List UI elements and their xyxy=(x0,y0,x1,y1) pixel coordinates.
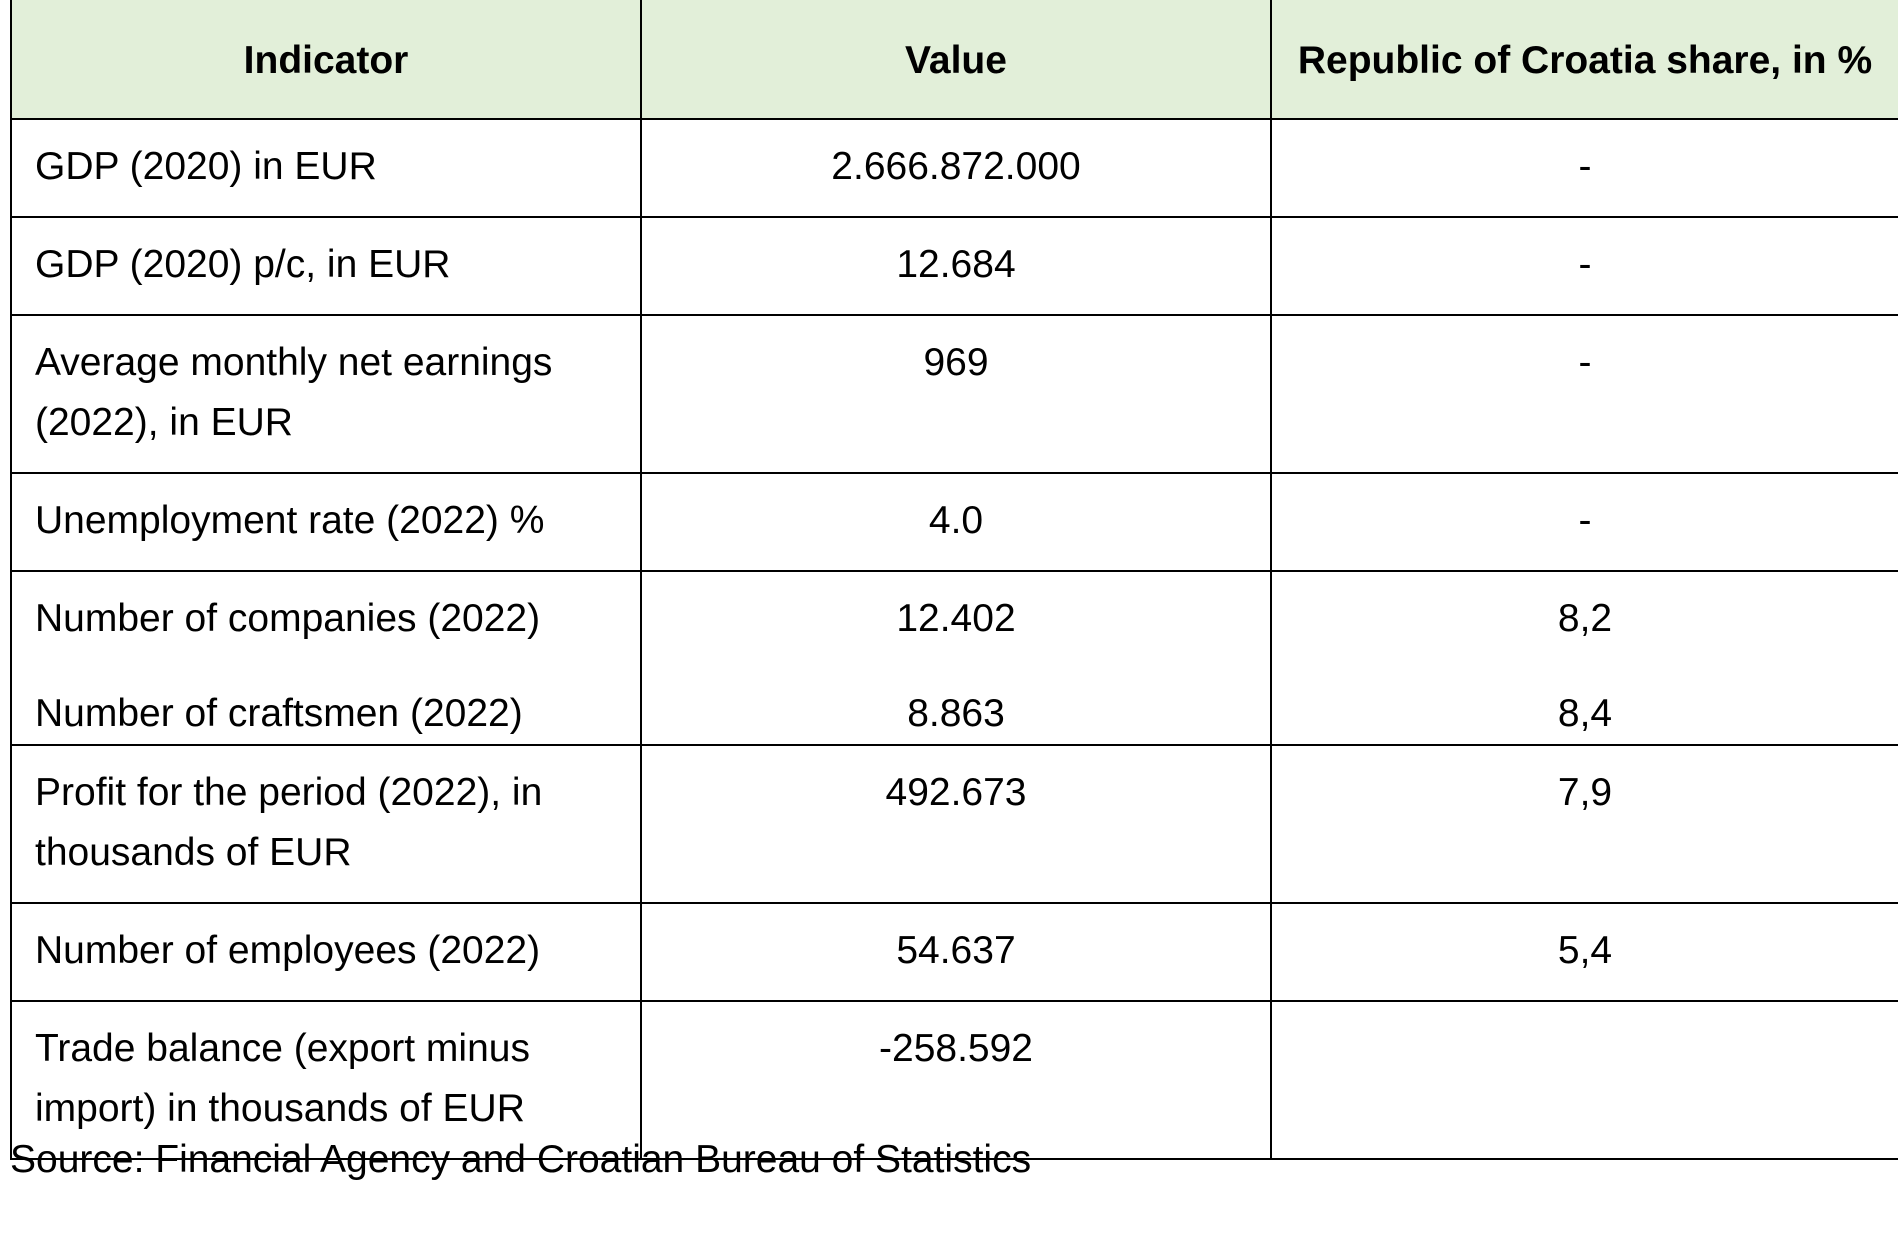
indicator-line: Number of companies (2022) xyxy=(35,597,541,640)
value-line: 8.863 xyxy=(907,692,1005,735)
share-cell: 8,2 8,4 xyxy=(1270,570,1898,746)
header-indicator: Indicator xyxy=(10,0,642,120)
indicator-cell: GDP (2020) p/c, in EUR xyxy=(10,216,642,316)
table-header-row: Indicator Value Republic of Croatia shar… xyxy=(10,0,1898,120)
indicators-table: Indicator Value Republic of Croatia shar… xyxy=(10,0,1898,1160)
indicator-cell: Average monthly net earnings (2022), in … xyxy=(10,314,642,474)
value-cell: 2.666.872.000 xyxy=(640,118,1272,218)
value-cell: 12.684 xyxy=(640,216,1272,316)
indicator-cell: Number of employees (2022) xyxy=(10,902,642,1002)
indicator-cell: GDP (2020) in EUR xyxy=(10,118,642,218)
share-cell: - xyxy=(1270,118,1898,218)
indicator-cell: Trade balance (export minus import) in t… xyxy=(10,1000,642,1160)
share-cell: - xyxy=(1270,472,1898,572)
table-row: GDP (2020) p/c, in EUR 12.684 - xyxy=(10,216,1898,316)
share-cell: 5,4 xyxy=(1270,902,1898,1002)
table-row: Number of employees (2022) 54.637 5,4 xyxy=(10,902,1898,1002)
share-line: 8,4 xyxy=(1557,692,1613,735)
table-row: Number of companies (2022) Number of cra… xyxy=(10,570,1898,746)
value-cell: 54.637 xyxy=(640,902,1272,1002)
indicator-cell: Number of companies (2022) Number of cra… xyxy=(10,570,642,746)
header-share: Republic of Croatia share, in % xyxy=(1270,0,1898,120)
indicator-line: Number of craftsmen (2022) xyxy=(35,692,523,735)
table-row: Trade balance (export minus import) in t… xyxy=(10,1000,1898,1160)
indicator-cell: Profit for the period (2022), in thousan… xyxy=(10,744,642,904)
share-cell: - xyxy=(1270,216,1898,316)
table-row: Average monthly net earnings (2022), in … xyxy=(10,314,1898,474)
share-line: 8,2 xyxy=(1557,597,1613,640)
indicator-cell: Unemployment rate (2022) % xyxy=(10,472,642,572)
share-cell xyxy=(1270,1000,1898,1160)
share-cell: - xyxy=(1270,314,1898,474)
value-cell: -258.592 xyxy=(640,1000,1272,1160)
share-cell: 7,9 xyxy=(1270,744,1898,904)
source-note: Source: Financial Agency and Croatian Bu… xyxy=(10,1138,1032,1181)
indicators-table-container: Indicator Value Republic of Croatia shar… xyxy=(10,0,1898,1160)
value-cell: 492.673 xyxy=(640,744,1272,904)
value-cell: 12.402 8.863 xyxy=(640,570,1272,746)
table-row: Profit for the period (2022), in thousan… xyxy=(10,744,1898,904)
table-row: Unemployment rate (2022) % 4.0 - xyxy=(10,472,1898,572)
table-row: GDP (2020) in EUR 2.666.872.000 - xyxy=(10,118,1898,218)
value-cell: 4.0 xyxy=(640,472,1272,572)
header-value: Value xyxy=(640,0,1272,120)
value-line: 12.402 xyxy=(896,597,1016,640)
value-cell: 969 xyxy=(640,314,1272,474)
